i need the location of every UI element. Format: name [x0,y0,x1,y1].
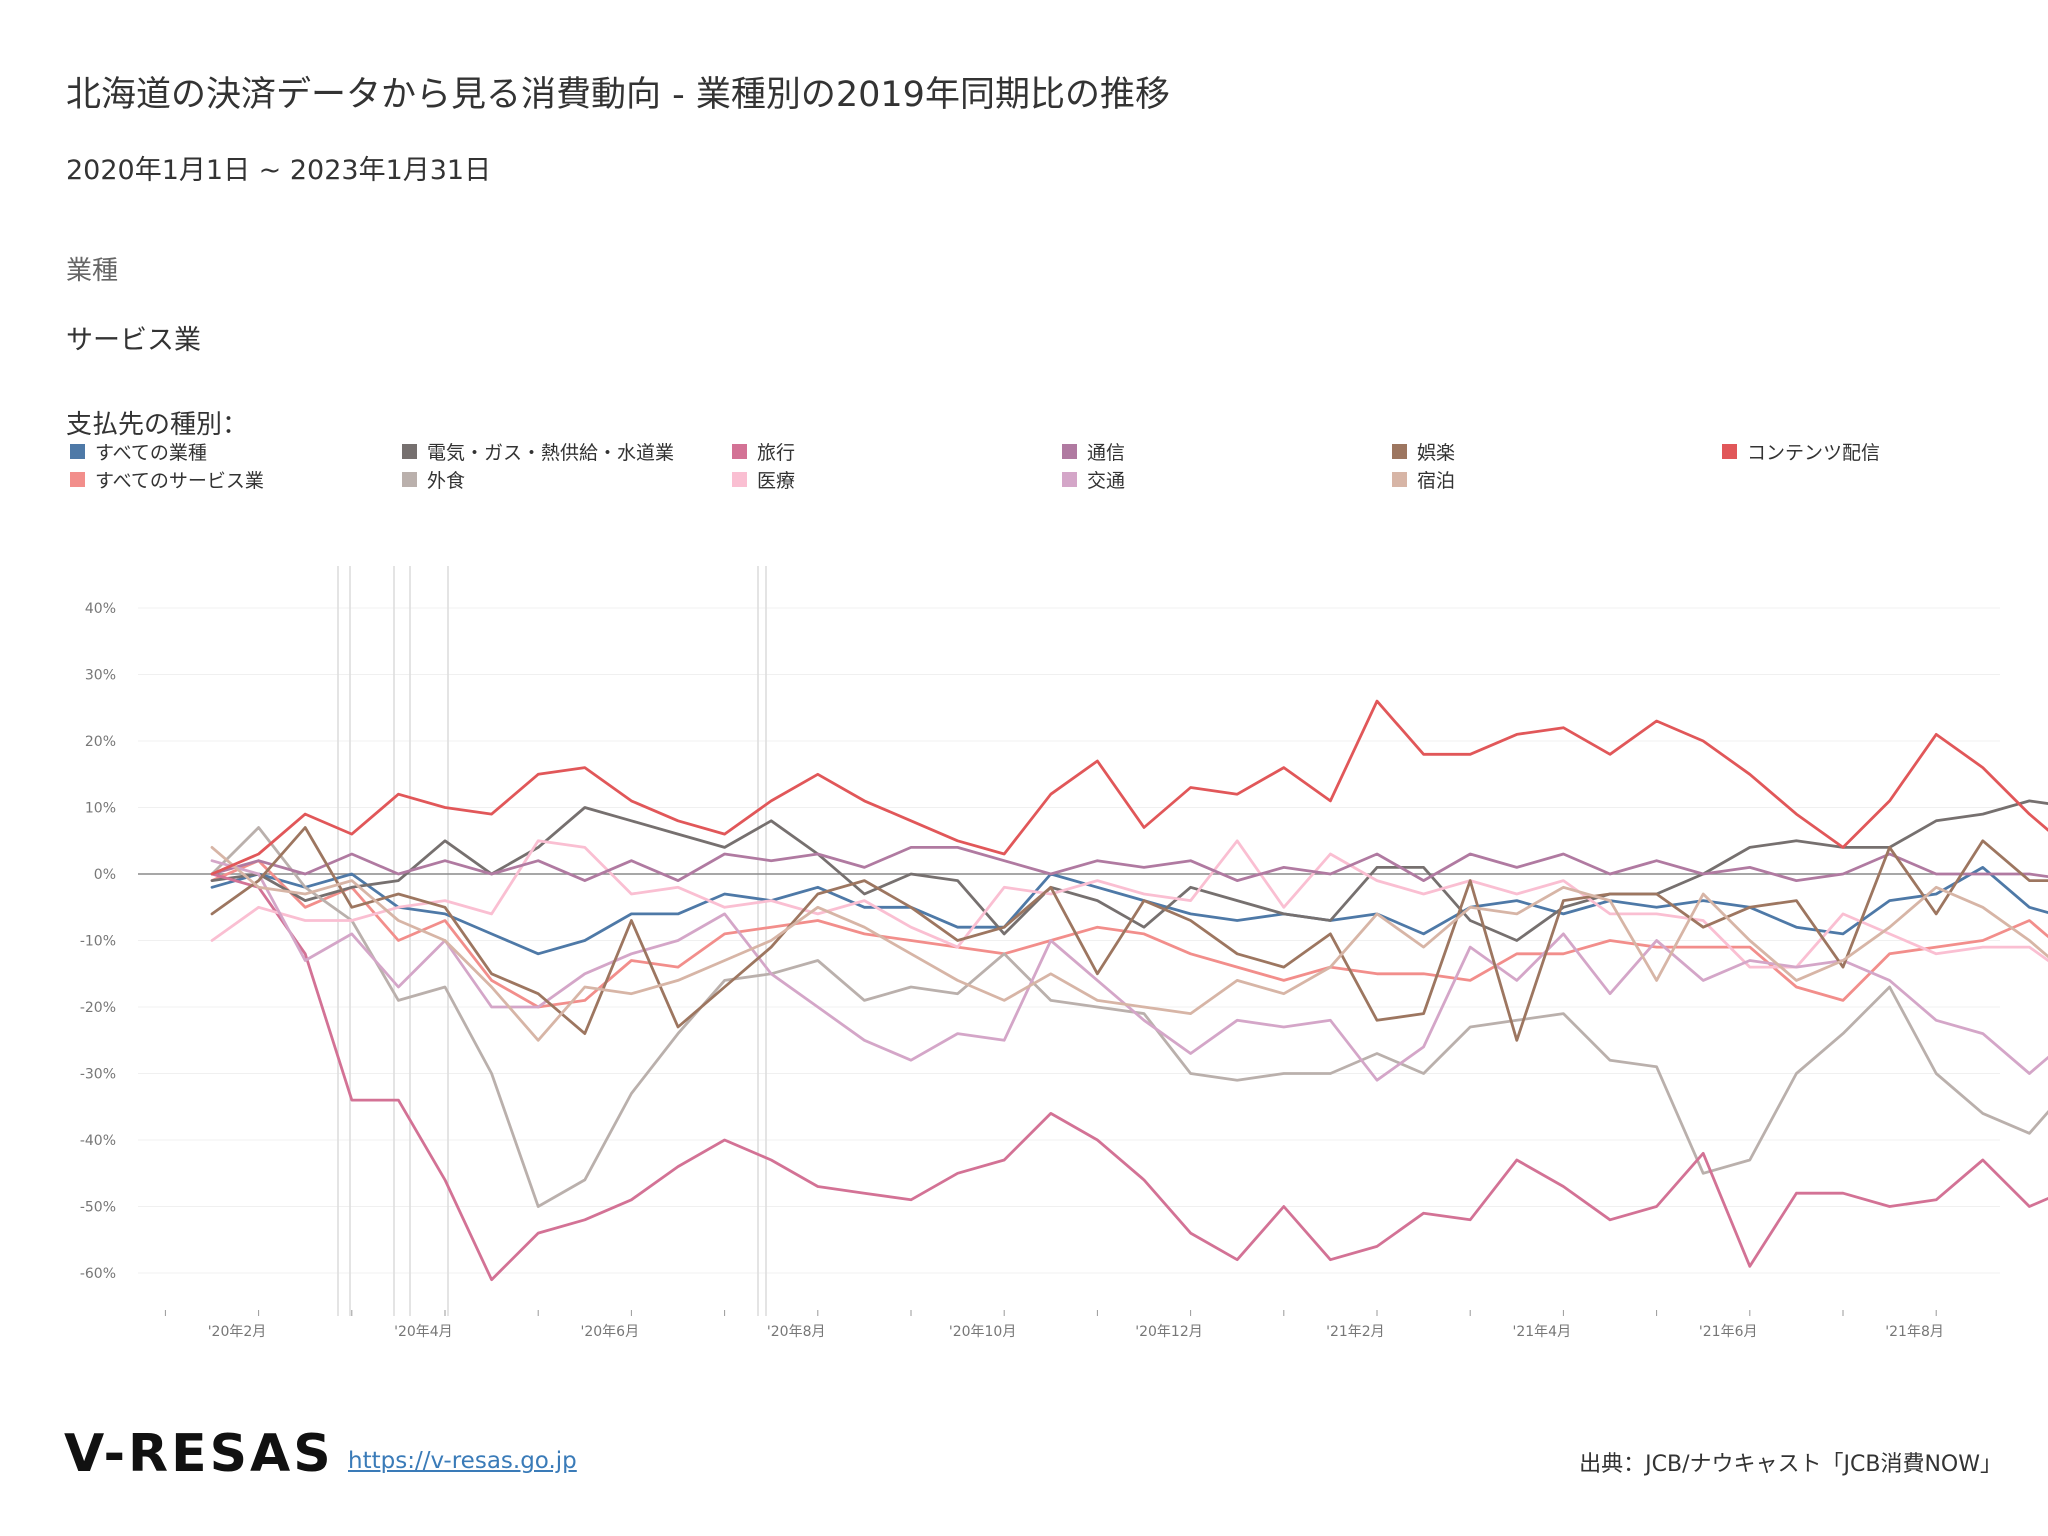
legend-item[interactable]: すべての業種 [70,438,207,465]
legend-label: 医療 [757,470,796,492]
series-line [210,839,2048,969]
x-tick-label: '20年6月 [581,1324,640,1340]
legend-swatch [1062,444,1077,459]
legend-swatch [732,444,747,459]
legend-label: 交通 [1087,470,1126,492]
x-tick-label: '20年12月 [1135,1324,1202,1340]
x-tick-label: '21年2月 [1326,1324,1385,1340]
x-tick-label: '21年8月 [1885,1324,1944,1340]
y-tick-label: -40% [80,1133,116,1149]
y-tick-label: 30% [85,668,116,684]
x-tick-label: '20年2月 [208,1324,267,1340]
series-line [210,859,2048,1009]
legend-item[interactable]: 娯楽 [1392,438,1455,465]
series-line [210,872,2048,1282]
legend-item[interactable]: すべてのサービス業 [70,466,264,493]
y-tick-label: -20% [80,1000,116,1016]
legend-item[interactable]: 交通 [1062,466,1125,493]
source-credit: 出典：JCB/ナウキャスト「JCB消費NOW」 [1579,1452,2002,1477]
legend-swatch [402,472,417,487]
legend-label: 通信 [1087,442,1126,464]
legend-label: コンテンツ配信 [1747,442,1881,464]
y-tick-label: -30% [80,1067,116,1083]
y-tick-label: 40% [85,601,116,617]
y-tick-label: 20% [85,734,116,750]
industry-filter-label: 業種 [66,256,119,286]
legend-label: 旅行 [757,442,796,464]
legend-swatch [1392,472,1407,487]
series-line [210,846,2048,1042]
legend-swatch [732,472,747,487]
legend-item[interactable]: 宿泊 [1392,466,1455,493]
series-line [210,846,2048,882]
x-tick-label: '20年10月 [949,1324,1016,1340]
legend-swatch [402,444,417,459]
page-title: 北海道の決済データから見る消費動向 - 業種別の2019年同期比の推移 [66,75,1170,115]
series-line [210,866,2048,956]
legend-title: 支払先の種別： [66,410,249,440]
x-tick-label: '21年6月 [1699,1324,1758,1340]
y-tick-label: -60% [80,1266,116,1282]
v-resas-logo: V-RESAS [64,1424,334,1484]
x-tick-label: '20年8月 [767,1324,826,1340]
legend-label: 電気・ガス・熱供給・水道業 [427,442,675,464]
legend-item[interactable]: 医療 [732,466,795,493]
legend-label: すべての業種 [95,442,207,464]
industry-filter-value[interactable]: サービス業 [66,325,201,356]
series-line [210,859,2048,1082]
y-tick-label: 10% [85,801,116,817]
legend-item[interactable]: 外食 [402,466,465,493]
legend-label: すべてのサービス業 [95,470,264,492]
legend-swatch [1722,444,1737,459]
legend-item[interactable]: 電気・ガス・熱供給・水道業 [402,438,674,465]
y-tick-label: 0% [94,867,116,883]
legend-label: 外食 [427,470,466,492]
legend-swatch [1392,444,1407,459]
series-line [210,826,2048,1208]
legend-item[interactable]: 旅行 [732,438,795,465]
series-line [210,699,2048,876]
legend-item[interactable]: 通信 [1062,438,1125,465]
legend-label: 宿泊 [1417,470,1456,492]
legend-label: 娯楽 [1417,442,1456,464]
legend-item[interactable]: コンテンツ配信 [1722,438,1880,465]
y-tick-label: -10% [80,934,116,950]
legend-swatch [1062,472,1077,487]
x-tick-label: '21年4月 [1513,1324,1572,1340]
x-tick-label: '20年4月 [394,1324,453,1340]
line-chart: 40% 30% 20% 10% 0% -10% -20% -30% -40% -50% -60% '2… [80,566,2048,1340]
legend-swatch [70,472,85,487]
period-subtitle: 2020年1月1日 ~ 2023年1月31日 [66,155,492,186]
y-tick-label: -50% [80,1200,116,1216]
legend-swatch [70,444,85,459]
series-line [210,799,2048,942]
v-resas-link[interactable]: https://v-resas.go.jp [348,1448,577,1474]
